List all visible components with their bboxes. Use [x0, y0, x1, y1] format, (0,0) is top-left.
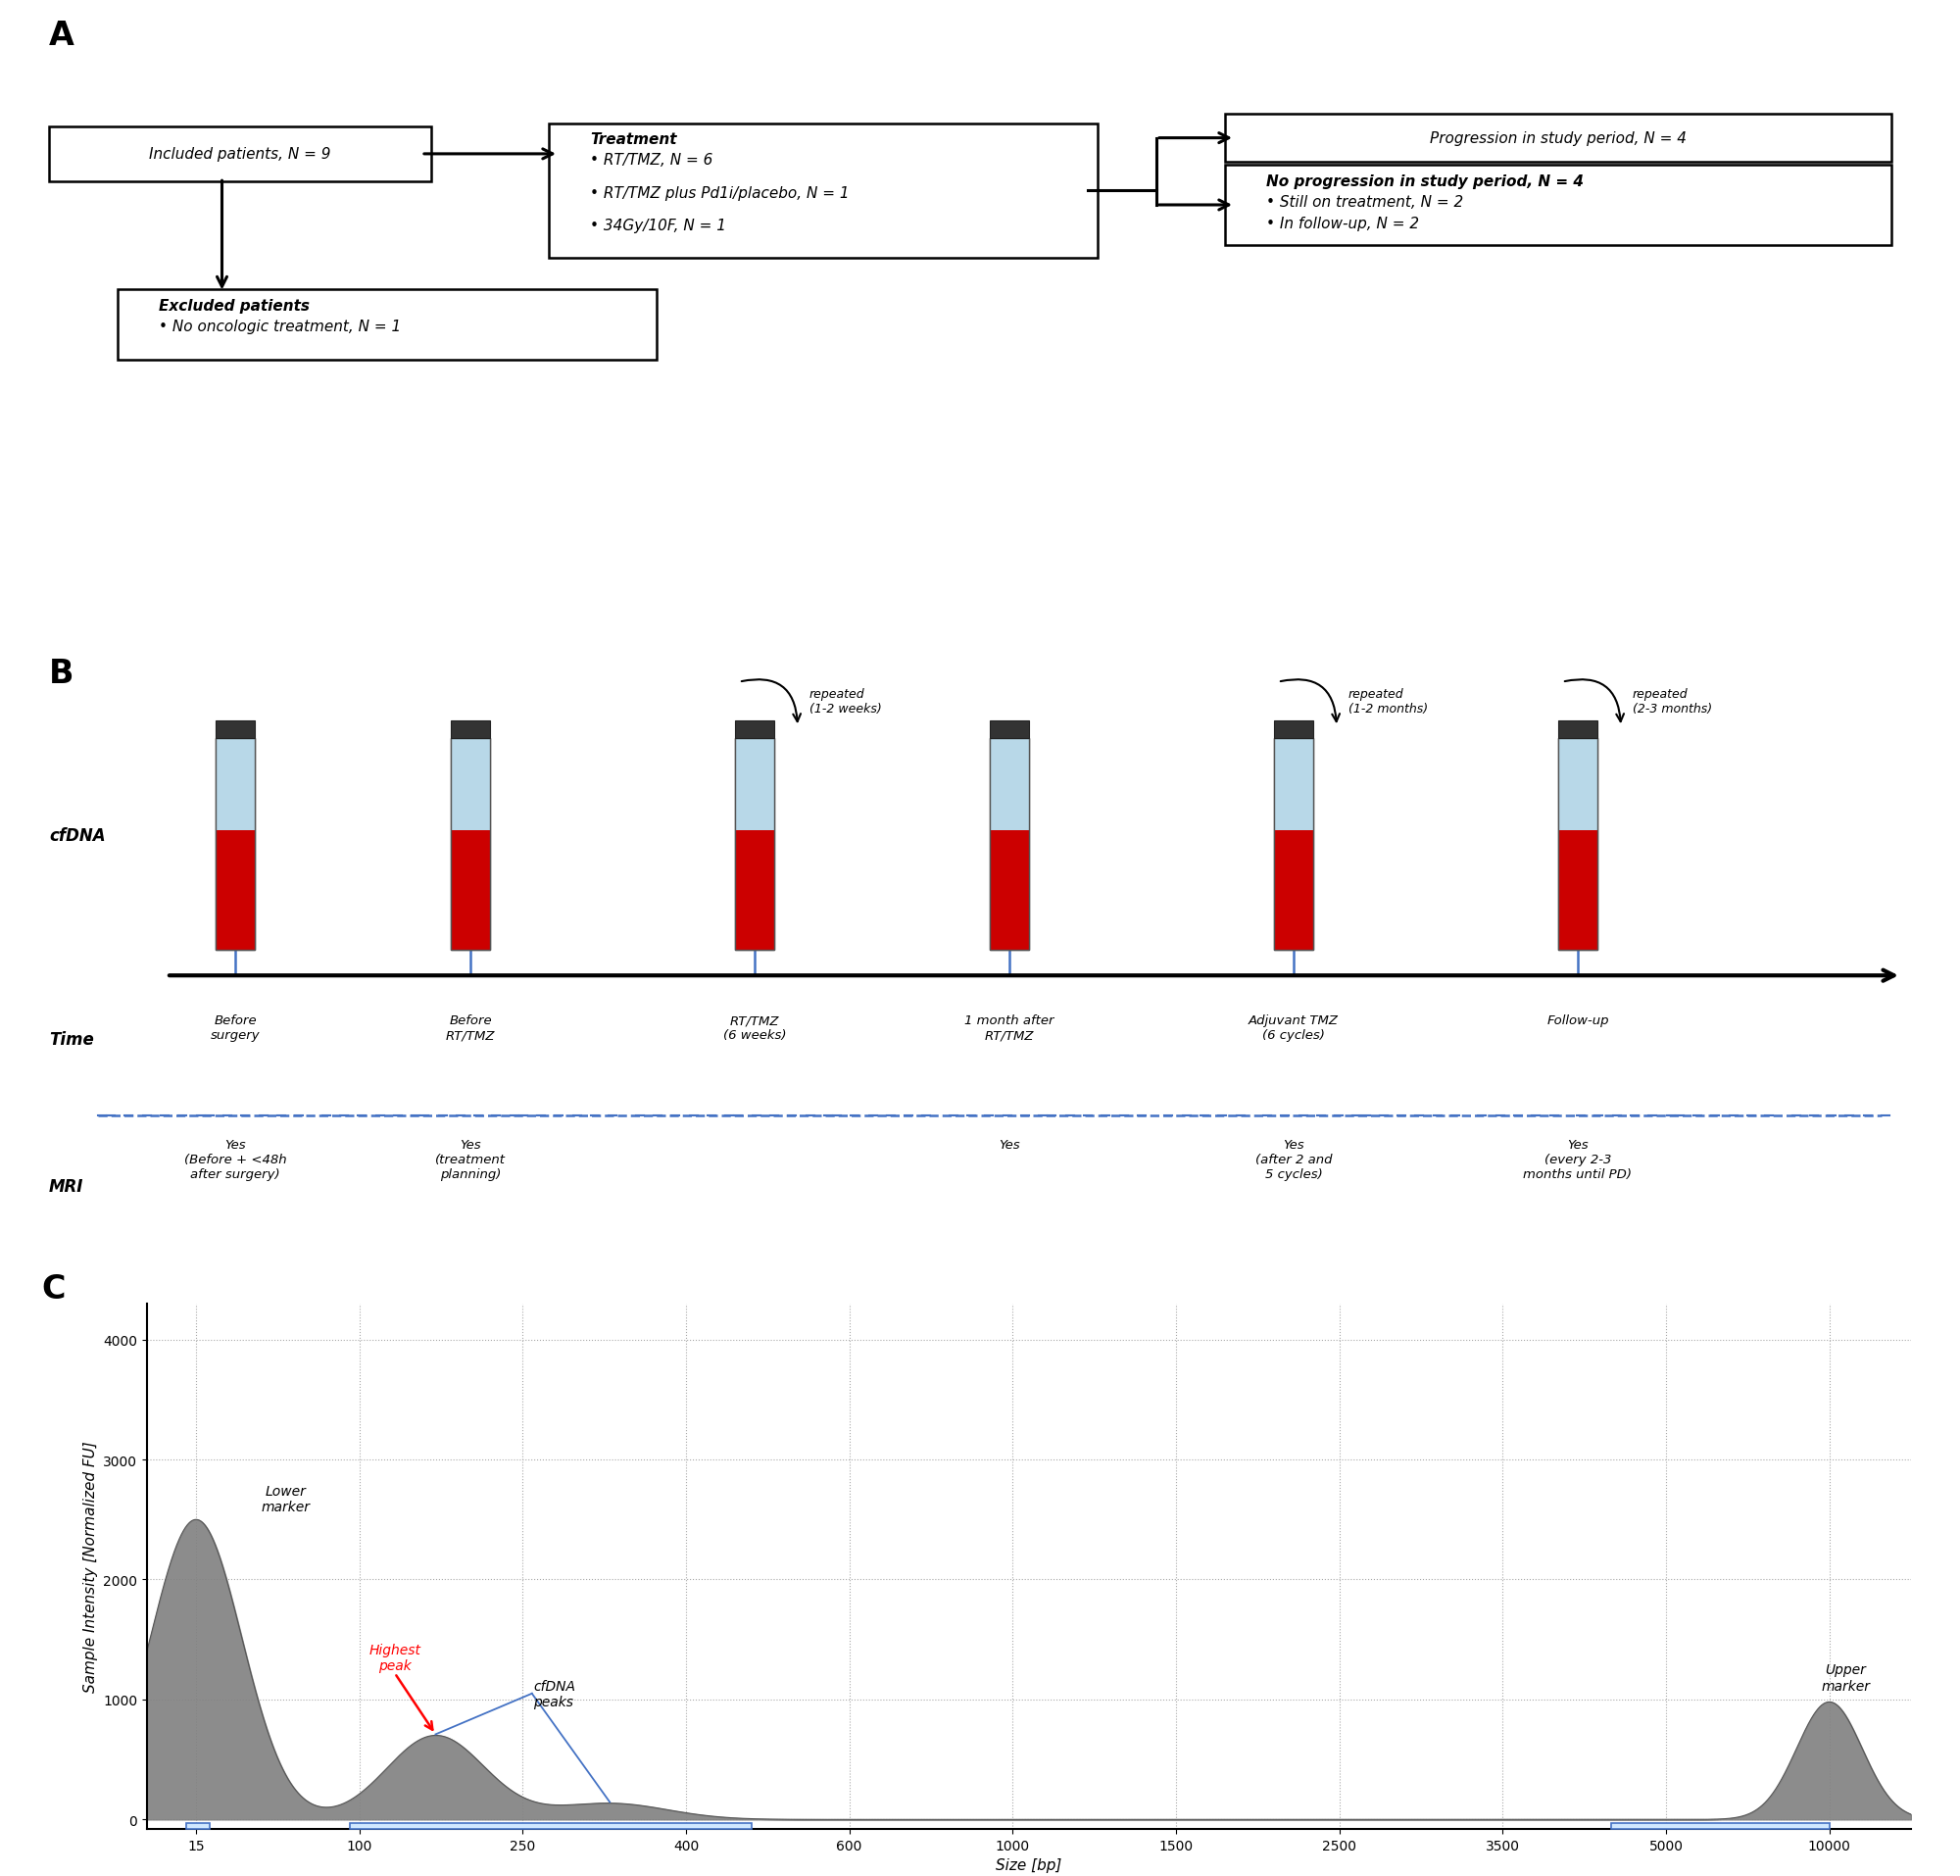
Text: Yes
(treatment
planning): Yes (treatment planning)	[435, 1139, 506, 1180]
FancyBboxPatch shape	[118, 291, 657, 360]
Bar	[990, 739, 1029, 831]
Text: • RT/TMZ plus Pd1i/placebo, N = 1: • RT/TMZ plus Pd1i/placebo, N = 1	[590, 186, 849, 201]
Bar	[735, 720, 774, 739]
Text: Lower
marker: Lower marker	[261, 1484, 310, 1514]
Y-axis label: Sample Intensity [Normalized FU]: Sample Intensity [Normalized FU]	[82, 1441, 98, 1692]
FancyBboxPatch shape	[451, 739, 490, 951]
Text: Before
surgery: Before surgery	[210, 1015, 261, 1041]
Text: Treatment: Treatment	[590, 133, 676, 148]
Text: Progression in study period, N = 4: Progression in study period, N = 4	[1431, 131, 1686, 146]
Text: • Still on treatment, N = 2: • Still on treatment, N = 2	[1266, 195, 1464, 210]
FancyBboxPatch shape	[549, 124, 1098, 259]
Bar	[1558, 831, 1597, 951]
Bar	[216, 720, 255, 739]
FancyBboxPatch shape	[1225, 114, 1891, 163]
Bar	[451, 720, 490, 739]
Text: Adjuvant TMZ
(6 cycles): Adjuvant TMZ (6 cycles)	[1249, 1015, 1339, 1041]
Text: B: B	[49, 657, 74, 688]
Text: Included patients, N = 9: Included patients, N = 9	[149, 148, 331, 161]
Text: Yes: Yes	[1000, 1139, 1019, 1152]
Text: • In follow-up, N = 2: • In follow-up, N = 2	[1266, 216, 1419, 231]
Text: Yes
(after 2 and
5 cycles): Yes (after 2 and 5 cycles)	[1254, 1139, 1333, 1180]
Bar	[735, 831, 774, 951]
Text: Excluded patients: Excluded patients	[159, 298, 310, 313]
FancyBboxPatch shape	[1225, 165, 1891, 246]
Text: No progression in study period, N = 4: No progression in study period, N = 4	[1266, 174, 1584, 189]
Text: Yes
(every 2-3
months until PD): Yes (every 2-3 months until PD)	[1523, 1139, 1633, 1180]
Bar	[1274, 831, 1313, 951]
Bar	[349, 1823, 751, 1829]
Text: repeated
(1-2 weeks): repeated (1-2 weeks)	[809, 688, 882, 715]
Bar	[990, 831, 1029, 951]
Bar	[451, 831, 490, 951]
X-axis label: Size [bp]: Size [bp]	[996, 1857, 1062, 1872]
Bar	[735, 739, 774, 831]
Text: • No oncologic treatment, N = 1: • No oncologic treatment, N = 1	[159, 319, 402, 334]
Text: repeated
(1-2 months): repeated (1-2 months)	[1348, 688, 1429, 715]
Text: • RT/TMZ, N = 6: • RT/TMZ, N = 6	[590, 154, 713, 167]
Text: Highest
peak: Highest peak	[368, 1642, 421, 1672]
Text: Before
RT/TMZ: Before RT/TMZ	[445, 1015, 496, 1041]
Bar	[216, 739, 255, 831]
Text: Time: Time	[49, 1032, 94, 1049]
FancyBboxPatch shape	[1274, 739, 1313, 951]
Bar	[1558, 720, 1597, 739]
Text: 1 month after
RT/TMZ: 1 month after RT/TMZ	[964, 1015, 1054, 1041]
FancyBboxPatch shape	[735, 739, 774, 951]
Text: RT/TMZ
(6 weeks): RT/TMZ (6 weeks)	[723, 1015, 786, 1041]
Bar	[451, 739, 490, 831]
Bar	[216, 831, 255, 951]
Text: cfDNA
peaks: cfDNA peaks	[533, 1679, 576, 1709]
Bar	[1558, 739, 1597, 831]
FancyBboxPatch shape	[990, 739, 1029, 951]
FancyBboxPatch shape	[216, 739, 255, 951]
FancyBboxPatch shape	[1558, 739, 1597, 951]
Text: MRI: MRI	[49, 1178, 84, 1195]
Text: C: C	[41, 1272, 65, 1304]
Text: Upper
marker: Upper marker	[1821, 1662, 1870, 1692]
Text: repeated
(2-3 months): repeated (2-3 months)	[1633, 688, 1713, 715]
Text: A: A	[49, 19, 74, 51]
FancyBboxPatch shape	[49, 128, 431, 182]
Bar	[990, 720, 1029, 739]
Text: Yes
(Before + <48h
after surgery): Yes (Before + <48h after surgery)	[184, 1139, 286, 1180]
Bar	[1611, 1823, 1829, 1829]
Text: Follow-up: Follow-up	[1546, 1015, 1609, 1026]
Bar	[1274, 720, 1313, 739]
Bar	[1274, 739, 1313, 831]
Bar	[186, 1823, 210, 1829]
Text: cfDNA: cfDNA	[49, 827, 106, 844]
Text: • 34Gy/10F, N = 1: • 34Gy/10F, N = 1	[590, 219, 725, 233]
